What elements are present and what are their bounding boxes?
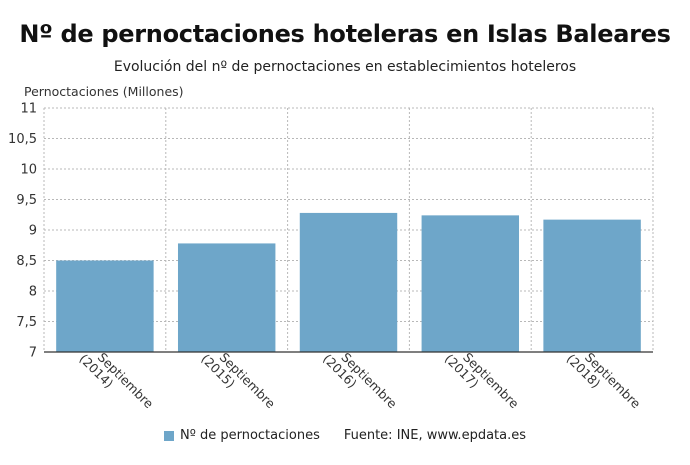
x-tick-label: Septiembre(2014)	[76, 341, 156, 421]
legend-label: Nº de pernoctaciones	[179, 428, 320, 443]
bars	[56, 212, 641, 352]
y-axis-label: Pernoctaciones (Millones)	[24, 84, 184, 99]
y-tick-label: 8	[29, 285, 37, 300]
y-tick-label: 8,5	[16, 254, 37, 269]
legend-swatch	[163, 430, 174, 441]
y-tick-label: 11	[20, 102, 37, 117]
y-tick-label: 7,5	[16, 315, 37, 330]
y-tick-label: 7	[29, 346, 37, 361]
x-tick-label: Septiembre(2015)	[198, 341, 278, 421]
x-tick-label: Septiembre(2017)	[442, 341, 522, 421]
x-tick-label: Septiembre(2016)	[320, 341, 400, 421]
y-tick-labels: 7 7,5 8 8,5 9 9,5 10 10,5 11	[8, 102, 37, 361]
y-tick-label: 10	[20, 163, 37, 178]
bar	[56, 260, 154, 352]
x-tick-labels: Septiembre(2014) Septiembre(2015) Septiemb…	[76, 341, 644, 421]
chart-subtitle: Evolución del nº de pernoctaciones en es…	[113, 59, 577, 75]
bar	[543, 219, 641, 352]
y-tick-label: 9	[29, 224, 37, 239]
chart-title: Nº de pernoctaciones hoteleras en Islas …	[19, 20, 671, 48]
source-text: Fuente: INE, www.epdata.es	[343, 428, 527, 443]
bar	[177, 243, 276, 352]
legend: Nº de pernoctaciones Fuente: INE, www.ep…	[0, 428, 690, 443]
bar	[299, 212, 398, 352]
y-tick-label: 9,5	[16, 193, 37, 208]
y-tick-label: 10,5	[8, 132, 37, 147]
bar	[421, 215, 520, 352]
x-tick-label: Septiembre(2018)	[564, 341, 644, 421]
